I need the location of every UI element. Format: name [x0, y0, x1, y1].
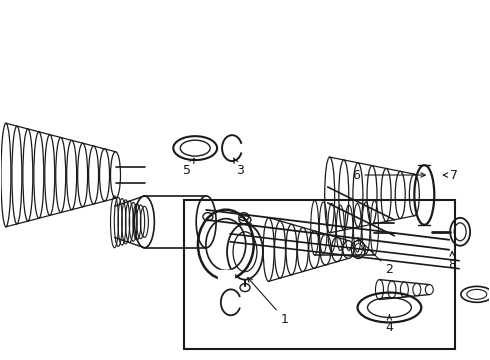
Text: 4: 4 [386, 315, 393, 334]
Text: 6: 6 [352, 168, 425, 181]
Text: 8: 8 [448, 252, 456, 271]
Text: 7: 7 [443, 168, 458, 181]
Polygon shape [218, 270, 234, 282]
Polygon shape [422, 157, 426, 163]
Text: 5: 5 [183, 158, 195, 176]
Text: 3: 3 [234, 158, 244, 176]
Text: 2: 2 [357, 238, 393, 276]
Text: 1: 1 [247, 278, 289, 326]
Bar [184, 200, 455, 348]
